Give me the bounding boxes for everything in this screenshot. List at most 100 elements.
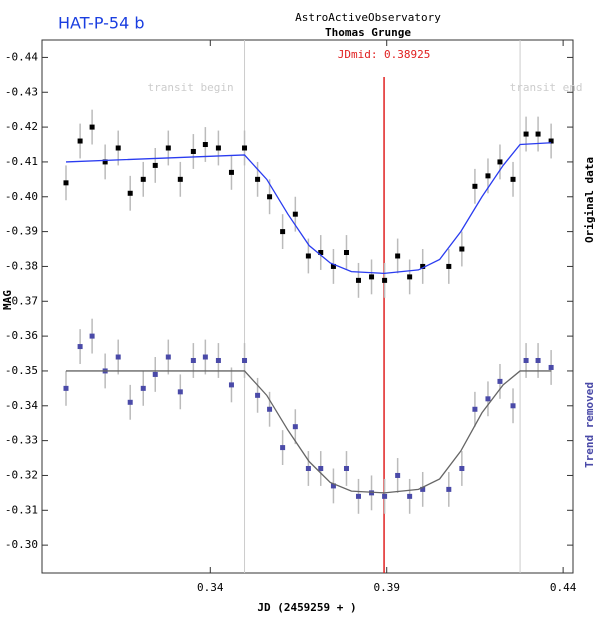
data-point	[127, 190, 133, 196]
data-point	[63, 385, 69, 391]
data-point	[63, 180, 69, 186]
data-point	[140, 176, 146, 182]
y-tick-label: -0.36	[5, 329, 38, 342]
data-point	[369, 490, 375, 496]
data-point	[165, 145, 171, 151]
data-point	[523, 131, 529, 137]
data-point	[485, 396, 491, 402]
data-point	[255, 176, 261, 182]
mid-label: JDmid: 0.38925	[338, 48, 431, 61]
data-point	[267, 194, 273, 200]
data-point	[355, 277, 361, 283]
data-point	[523, 357, 529, 363]
data-point	[407, 274, 413, 280]
data-point	[343, 250, 349, 256]
data-point	[497, 159, 503, 165]
data-point	[177, 176, 183, 182]
data-point	[330, 263, 336, 269]
data-point	[89, 124, 95, 130]
data-point	[497, 378, 503, 384]
observer: Thomas Grunge	[325, 26, 411, 39]
data-point	[510, 176, 516, 182]
data-point	[190, 148, 196, 154]
data-point	[472, 183, 478, 189]
plot-frame	[41, 39, 574, 574]
data-point	[459, 465, 465, 471]
data-point	[190, 357, 196, 363]
data-point	[228, 382, 234, 388]
data-point	[242, 145, 248, 151]
data-point	[407, 493, 413, 499]
data-point	[382, 493, 388, 499]
data-point	[215, 357, 221, 363]
y-tick-label: -0.44	[5, 50, 38, 63]
data-point	[446, 263, 452, 269]
data-point	[280, 445, 286, 451]
y-tick-label: -0.40	[5, 190, 38, 203]
data-point	[152, 371, 158, 377]
y-tick-label: -0.32	[5, 468, 38, 481]
data-point	[548, 364, 554, 370]
data-point	[215, 145, 221, 151]
data-point	[330, 483, 336, 489]
y-tick-label: -0.41	[5, 155, 38, 168]
data-point	[115, 145, 121, 151]
y-tick-label: -0.42	[5, 120, 38, 133]
data-point	[305, 253, 311, 259]
data-point	[77, 344, 83, 350]
data-point	[369, 274, 375, 280]
data-point	[459, 246, 465, 252]
transit-label: transit end	[510, 81, 583, 94]
data-point	[472, 406, 478, 412]
y-tick-label: -0.33	[5, 434, 38, 447]
data-point	[115, 354, 121, 360]
data-point	[177, 389, 183, 395]
x-tick-label: 0.44	[550, 581, 577, 594]
y-tick-label: -0.37	[5, 294, 38, 307]
fit-line	[65, 370, 552, 494]
y-tick-label: -0.38	[5, 259, 38, 272]
data-point	[420, 486, 426, 492]
series-label: Trend removed	[583, 382, 596, 468]
data-point	[77, 138, 83, 144]
fit-line	[65, 142, 552, 275]
y-tick-label: -0.34	[5, 399, 38, 412]
data-point	[485, 173, 491, 179]
data-point	[140, 385, 146, 391]
data-point	[102, 159, 108, 165]
x-tick-label: 0.34	[197, 581, 224, 594]
data-point	[395, 472, 401, 478]
data-point	[89, 333, 95, 339]
data-point	[242, 357, 248, 363]
data-point	[267, 406, 273, 412]
data-point	[548, 138, 554, 144]
data-point	[292, 211, 298, 217]
x-axis-label: JD (2459259 + )	[257, 601, 356, 614]
data-point	[343, 465, 349, 471]
data-point	[165, 354, 171, 360]
data-point	[355, 493, 361, 499]
data-point	[318, 465, 324, 471]
x-tick-label: 0.39	[373, 581, 400, 594]
y-tick-label: -0.39	[5, 225, 38, 238]
observatory: AstroActiveObservatory	[295, 11, 441, 24]
y-tick-label: -0.30	[5, 538, 38, 551]
data-point	[446, 486, 452, 492]
data-point	[395, 253, 401, 259]
transit-label: transit begin	[147, 81, 233, 94]
y-axis-label: MAG	[1, 290, 14, 310]
y-tick-label: -0.35	[5, 364, 38, 377]
data-point	[305, 465, 311, 471]
data-point	[420, 263, 426, 269]
data-point	[318, 250, 324, 256]
data-point	[280, 229, 286, 235]
chart-title: HAT-P-54 b	[58, 14, 144, 33]
data-point	[127, 399, 133, 405]
y-tick-label: -0.31	[5, 503, 38, 516]
series-label: Original data	[583, 157, 596, 243]
data-point	[292, 424, 298, 430]
y-tick-label: -0.43	[5, 85, 38, 98]
data-point	[535, 131, 541, 137]
data-point	[510, 403, 516, 409]
